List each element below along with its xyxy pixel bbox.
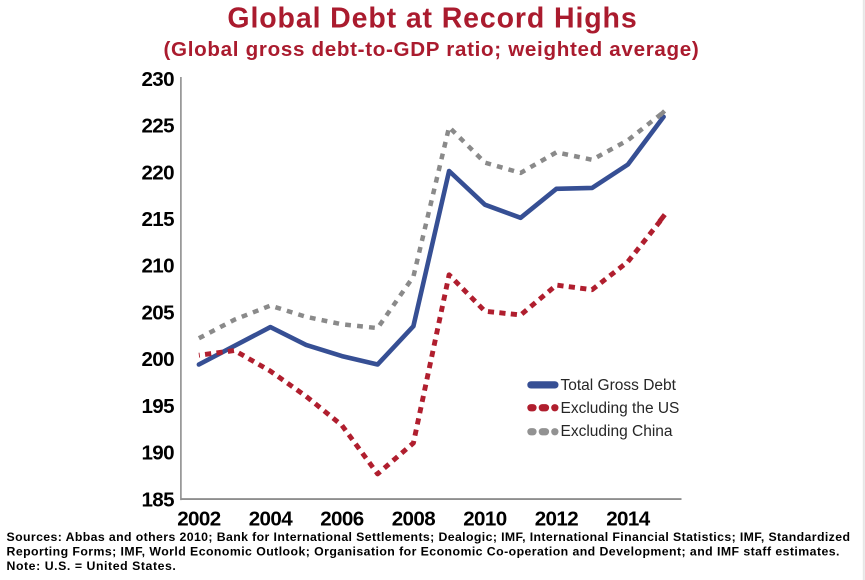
svg-text:Note: U.S. = United States.: Note: U.S. = United States. <box>7 559 177 573</box>
svg-text:2004: 2004 <box>249 508 294 531</box>
svg-text:2010: 2010 <box>463 508 507 531</box>
svg-text:Global Debt at Record Highs: Global Debt at Record Highs <box>227 2 637 34</box>
svg-text:Sources: Abbas and others 2010: Sources: Abbas and others 2010; Bank for… <box>7 530 851 544</box>
svg-text:220: 220 <box>141 161 174 184</box>
svg-text:Excluding the US: Excluding the US <box>561 400 680 417</box>
svg-text:2006: 2006 <box>320 508 364 531</box>
svg-text:225: 225 <box>141 115 174 138</box>
svg-text:230: 230 <box>141 68 174 91</box>
svg-text:185: 185 <box>141 488 174 511</box>
svg-text:205: 205 <box>141 302 174 325</box>
svg-text:190: 190 <box>141 442 174 465</box>
svg-text:Reporting Forms; IMF, World Ec: Reporting Forms; IMF, World Economic Out… <box>7 545 840 559</box>
svg-text:Total Gross Debt: Total Gross Debt <box>561 377 677 394</box>
svg-text:Excluding China: Excluding China <box>561 423 673 440</box>
svg-text:200: 200 <box>141 348 174 371</box>
svg-text:2014: 2014 <box>606 508 651 531</box>
svg-text:2008: 2008 <box>392 508 436 531</box>
svg-text:(Global gross debt-to-GDP rati: (Global gross debt-to-GDP ratio; weighte… <box>164 38 700 61</box>
svg-text:215: 215 <box>141 208 174 231</box>
svg-text:2012: 2012 <box>535 508 579 531</box>
svg-text:195: 195 <box>141 395 174 418</box>
svg-text:2002: 2002 <box>177 508 221 531</box>
svg-text:210: 210 <box>141 255 174 278</box>
